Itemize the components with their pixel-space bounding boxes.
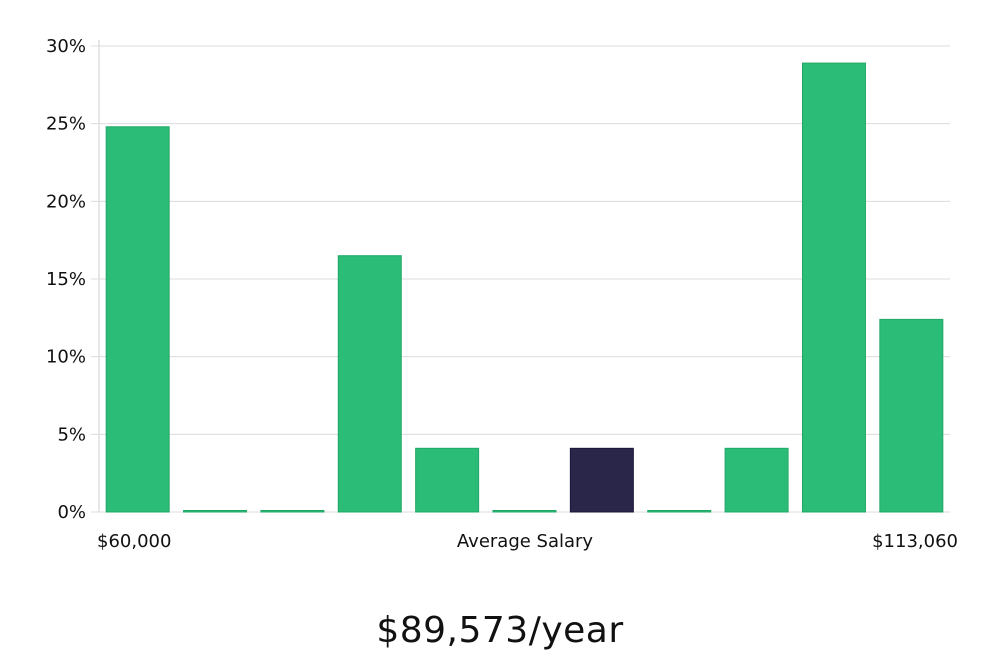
average-salary-headline: $89,573/year xyxy=(376,610,624,651)
bar xyxy=(647,510,712,513)
y-axis-ticks: 0% 5% 10% 15% 20% 25% 30% xyxy=(46,36,86,523)
y-tick-label: 0% xyxy=(57,502,86,523)
bar xyxy=(105,126,170,513)
bar xyxy=(801,62,866,513)
y-tick-label: 25% xyxy=(46,114,86,135)
bar xyxy=(337,255,402,513)
bars xyxy=(105,62,944,513)
bar xyxy=(492,510,557,513)
bar xyxy=(260,510,325,513)
bar xyxy=(724,447,789,513)
bar xyxy=(879,318,944,513)
x-axis-title: Average Salary xyxy=(457,531,594,552)
bar xyxy=(183,510,248,513)
y-tick-label: 10% xyxy=(46,347,86,368)
y-tick-label: 5% xyxy=(57,424,86,445)
x-axis-max-label: $113,060 xyxy=(872,531,958,552)
bar xyxy=(415,447,480,513)
y-tick-label: 30% xyxy=(46,36,86,57)
y-tick-label: 20% xyxy=(46,191,86,212)
x-axis-min-label: $60,000 xyxy=(97,531,171,552)
bar-highlighted xyxy=(569,447,634,513)
salary-histogram-chart: 0% 5% 10% 15% 20% 25% 30% $60,000 Average Sala… xyxy=(46,36,958,552)
y-tick-label: 15% xyxy=(46,269,86,290)
